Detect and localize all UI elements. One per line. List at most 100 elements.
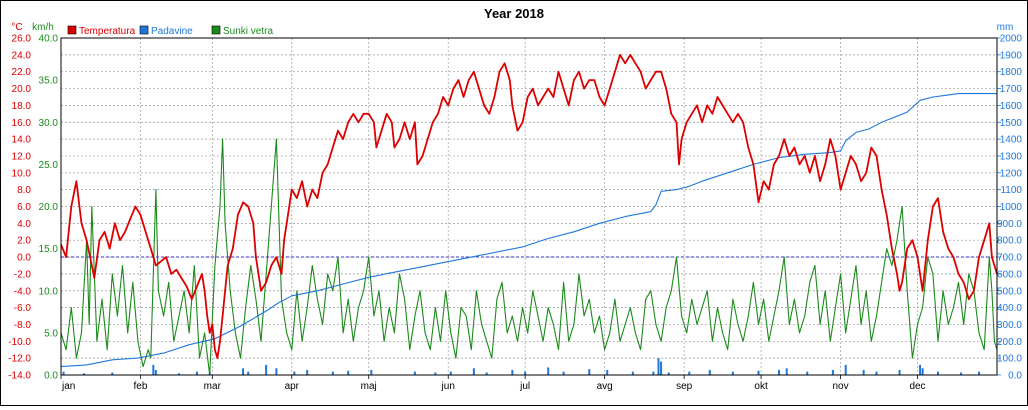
precipitation-daily-bar bbox=[275, 368, 278, 375]
month-tick-label: avg bbox=[597, 381, 613, 392]
precipitation-tick-label: 1500 bbox=[1000, 118, 1023, 129]
precipitation-daily-bar bbox=[657, 358, 660, 375]
chart-title: Year 2018 bbox=[484, 6, 544, 21]
month-tick-label: jul bbox=[519, 381, 530, 392]
temperature-tick-label: 20.0 bbox=[12, 84, 32, 95]
legend: Temperatura Padavine Sunki vetra bbox=[67, 25, 273, 37]
legend-swatch-precipitation bbox=[139, 25, 149, 35]
precipitation-tick-label: 1100 bbox=[1000, 185, 1022, 196]
precipitation-tick-label: 1200 bbox=[1000, 168, 1023, 179]
precipitation-daily-bar bbox=[806, 371, 809, 375]
month-tick-label: maj bbox=[361, 381, 377, 392]
precipitation-daily-bar bbox=[875, 371, 878, 375]
precipitation-daily-bars bbox=[62, 358, 981, 375]
wind-tick-label: 15.0 bbox=[39, 244, 59, 255]
precipitation-tick-label: 900.0 bbox=[997, 219, 1022, 230]
month-tick-label: nov bbox=[833, 381, 849, 392]
temperature-tick-label: -4.0 bbox=[14, 286, 32, 297]
precipitation-tick-label: 1800 bbox=[1000, 67, 1023, 78]
precipitation-cumulative-line bbox=[60, 93, 997, 368]
legend-label-temperature: Temperatura bbox=[79, 26, 136, 37]
precipitation-tick-label: 1900 bbox=[1000, 50, 1023, 61]
precipitation-tick-label: 100.0 bbox=[997, 354, 1022, 365]
precipitation-daily-bar bbox=[919, 364, 922, 375]
precipitation-daily-bar bbox=[293, 371, 296, 375]
precipitation-daily-bar bbox=[921, 368, 924, 375]
temperature-tick-label: 12.0 bbox=[12, 151, 32, 162]
temperature-tick-label: 6.0 bbox=[17, 202, 31, 213]
temperature-tick-label: 10.0 bbox=[12, 168, 32, 179]
temperature-tick-label: 0.0 bbox=[17, 253, 31, 264]
temperature-tick-label: -2.0 bbox=[14, 269, 32, 280]
wind-tick-label: 40.0 bbox=[39, 34, 59, 45]
precipitation-tick-label: 0.0 bbox=[1008, 371, 1022, 382]
temperature-tick-label: 14.0 bbox=[12, 135, 32, 146]
precipitation-daily-bar bbox=[960, 372, 963, 375]
temperature-tick-label: -8.0 bbox=[14, 320, 32, 331]
precipitation-tick-label: 300.0 bbox=[997, 320, 1022, 331]
legend-swatch-temperature bbox=[67, 25, 77, 35]
month-tick-label: sep bbox=[676, 381, 693, 392]
precipitation-daily-bar bbox=[370, 369, 373, 375]
precipitation-daily-bar bbox=[413, 371, 416, 375]
temperature-tick-label: -12.0 bbox=[8, 354, 31, 365]
legend-item-temperature: Temperatura bbox=[67, 25, 136, 37]
wind-tick-label: 25.0 bbox=[39, 160, 59, 171]
precipitation-tick-label: 800.0 bbox=[997, 236, 1022, 247]
wind-tick-label: 30.0 bbox=[39, 118, 59, 129]
precipitation-daily-bar bbox=[83, 373, 86, 375]
precipitation-daily-bar bbox=[757, 370, 760, 375]
precipitation-daily-bar bbox=[831, 369, 834, 375]
legend-item-precipitation: Padavine bbox=[139, 25, 193, 37]
precipitation-daily-bar bbox=[547, 367, 550, 375]
precipitation-daily-bar bbox=[978, 371, 981, 375]
temperature-tick-label: -10.0 bbox=[8, 337, 31, 348]
precipitation-daily-bar bbox=[785, 368, 788, 375]
precipitation-daily-bar bbox=[562, 371, 565, 375]
temperature-tick-label: 22.0 bbox=[12, 67, 32, 78]
precipitation-daily-bar bbox=[660, 361, 663, 375]
precipitation-daily-bar bbox=[606, 369, 609, 375]
unit-precipitation: mm bbox=[997, 22, 1014, 33]
precipitation-tick-label: 200.0 bbox=[997, 337, 1022, 348]
precipitation-daily-bar bbox=[177, 373, 180, 375]
precipitation-tick-label: 2000 bbox=[1000, 34, 1023, 45]
legend-swatch-wind bbox=[211, 25, 221, 35]
wind-tick-label: 10.0 bbox=[39, 286, 59, 297]
precipitation-daily-bar bbox=[688, 371, 691, 375]
temperature-tick-label: 8.0 bbox=[17, 185, 31, 196]
wind-tick-label: 0.0 bbox=[44, 371, 58, 382]
precipitation-tick-label: 1400 bbox=[1000, 135, 1023, 146]
precipitation-daily-bar bbox=[347, 370, 350, 375]
precipitation-daily-bar bbox=[306, 369, 309, 375]
precipitation-daily-bar bbox=[778, 369, 781, 375]
precipitation-daily-bar bbox=[588, 369, 591, 375]
precipitation-tick-label: 1700 bbox=[1000, 84, 1023, 95]
wind-tick-label: 5.0 bbox=[44, 328, 58, 339]
month-tick-label: okt bbox=[754, 381, 768, 392]
month-tick-label: feb bbox=[134, 381, 148, 392]
precipitation-daily-bar bbox=[708, 369, 711, 375]
precipitation-daily-bar bbox=[154, 369, 157, 375]
precipitation-daily-bar bbox=[652, 371, 655, 375]
legend-label-precipitation: Padavine bbox=[151, 26, 193, 37]
precipitation-daily-bar bbox=[265, 364, 268, 375]
precipitation-tick-label: 1600 bbox=[1000, 101, 1023, 112]
series-lines bbox=[60, 54, 998, 376]
temperature-tick-label: 18.0 bbox=[12, 101, 32, 112]
temperature-tick-label: -6.0 bbox=[14, 303, 32, 314]
temperature-tick-label: 24.0 bbox=[12, 50, 32, 61]
precipitation-tick-label: 400.0 bbox=[997, 303, 1022, 314]
precipitation-daily-bar bbox=[731, 371, 734, 375]
precipitation-tick-label: 700.0 bbox=[997, 253, 1022, 264]
precipitation-tick-label: 1000 bbox=[1000, 202, 1023, 213]
unit-wind: km/h bbox=[32, 22, 54, 33]
temperature-tick-label: 26.0 bbox=[12, 34, 32, 45]
temperature-line bbox=[60, 54, 998, 359]
month-tick-label: dec bbox=[909, 381, 925, 392]
precipitation-daily-bar bbox=[937, 371, 940, 375]
axis-labels: 26.0 24.0 22.0 20.0 18.0 16.0 14.0 12.0 10.0 8.0 6… bbox=[8, 34, 1022, 393]
grid bbox=[60, 37, 1001, 379]
